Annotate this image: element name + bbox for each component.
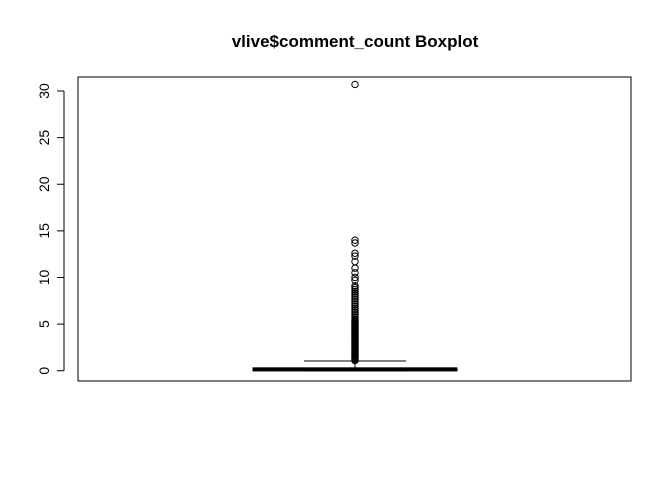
outlier-point [351, 264, 359, 272]
outlier-point [351, 276, 359, 284]
outlier-point [351, 285, 359, 294]
outlier-point [351, 289, 359, 298]
outlier-point [351, 308, 359, 316]
outlier-point [351, 257, 359, 266]
y-tick-label: 5 [36, 320, 52, 328]
outlier-point [351, 310, 359, 318]
outlier-point [351, 282, 359, 290]
y-tick-label: 30 [36, 83, 52, 99]
outlier-point [351, 313, 359, 322]
y-tick-label: 0 [36, 367, 52, 375]
outlier-point [351, 304, 359, 312]
outlier-point [351, 273, 359, 282]
outlier-point [351, 315, 359, 324]
outlier-point [351, 80, 359, 89]
outlier-point [351, 239, 359, 247]
outlier-point [351, 312, 359, 320]
outlier-point [351, 236, 359, 244]
y-axis: 0 5 10 15 20 25 30 [36, 83, 65, 375]
outlier-point [351, 284, 359, 292]
outlier-point [351, 249, 359, 257]
chart-title: vlive$comment_count Boxplot [232, 32, 479, 51]
outlier-point [351, 302, 359, 311]
plot-frame [77, 76, 632, 382]
outlier-point [351, 291, 359, 299]
y-tick-label: 25 [36, 130, 52, 146]
outlier-point [351, 298, 359, 307]
outlier-points [351, 80, 359, 365]
y-tick-label: 15 [36, 223, 52, 239]
y-tick-label: 10 [36, 269, 52, 285]
outlier-point [351, 269, 359, 277]
outlier-point [351, 306, 359, 314]
outlier-point [351, 252, 359, 260]
outlier-point [351, 300, 359, 309]
outlier-point [351, 293, 359, 301]
y-tick-label: 20 [36, 176, 52, 192]
outlier-point [351, 297, 359, 305]
outlier-point [351, 295, 359, 303]
outlier-point [351, 287, 359, 296]
